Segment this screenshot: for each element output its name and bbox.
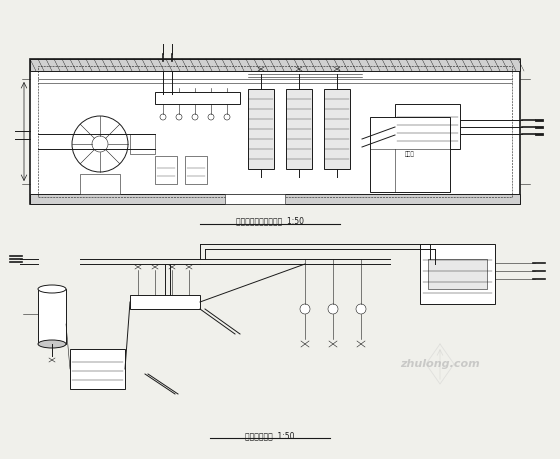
Circle shape: [328, 304, 338, 314]
Bar: [395, 104, 460, 149]
Bar: [248, 89, 274, 169]
Bar: [30, 194, 520, 204]
Circle shape: [176, 114, 182, 120]
Bar: [428, 259, 487, 289]
Bar: [30, 59, 520, 71]
Bar: [70, 349, 125, 389]
Ellipse shape: [38, 285, 66, 293]
Bar: [38, 289, 66, 344]
Circle shape: [192, 114, 198, 120]
Bar: [80, 174, 120, 194]
Bar: [420, 244, 495, 304]
Circle shape: [300, 304, 310, 314]
Bar: [30, 59, 520, 204]
Bar: [155, 156, 177, 184]
Text: 稳压罐: 稳压罐: [405, 151, 415, 157]
Text: 热力站设备平面布置图  1:50: 热力站设备平面布置图 1:50: [236, 216, 304, 225]
Bar: [155, 92, 240, 104]
Circle shape: [208, 114, 214, 120]
Bar: [130, 295, 200, 309]
Circle shape: [160, 114, 166, 120]
Circle shape: [356, 304, 366, 314]
Text: zhulong.com: zhulong.com: [400, 359, 480, 369]
Bar: [324, 89, 350, 169]
Bar: [185, 156, 207, 184]
Bar: [38, 66, 512, 197]
Bar: [225, 194, 285, 204]
Bar: [370, 117, 450, 192]
Circle shape: [72, 116, 128, 172]
Ellipse shape: [38, 340, 66, 348]
Circle shape: [92, 136, 108, 152]
Bar: [130, 134, 155, 154]
Bar: [286, 89, 312, 169]
Circle shape: [224, 114, 230, 120]
Text: 热力站流程图  1:50: 热力站流程图 1:50: [245, 431, 295, 440]
